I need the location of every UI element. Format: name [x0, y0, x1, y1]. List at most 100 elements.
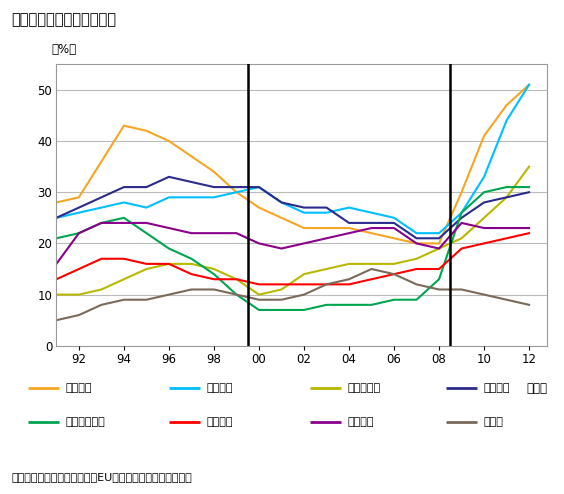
イタリア — [391, 220, 398, 226]
ギリシャ — [143, 205, 150, 210]
スペイン — [391, 235, 398, 241]
フランス — [143, 220, 150, 226]
アイルランド — [121, 215, 127, 221]
イタリア — [323, 205, 330, 210]
スペイン — [233, 189, 240, 195]
アイルランド — [98, 220, 105, 226]
Text: （%）: （%） — [51, 43, 77, 56]
ギリシャ — [346, 205, 352, 210]
Text: ギリシャ: ギリシャ — [207, 383, 233, 393]
ドイツ — [301, 291, 307, 297]
Line: イタリア: イタリア — [56, 177, 529, 238]
ギリシャ — [301, 210, 307, 216]
Line: フランス: フランス — [56, 223, 529, 264]
アイルランド — [53, 235, 60, 241]
ポルトガル — [481, 215, 487, 221]
イタリア — [481, 200, 487, 206]
ドイツ — [346, 276, 352, 282]
アイルランド — [278, 307, 285, 313]
イギリス — [368, 276, 375, 282]
イタリア — [255, 184, 262, 190]
Text: フランス: フランス — [348, 417, 374, 427]
アイルランド — [166, 246, 173, 251]
イギリス — [121, 256, 127, 262]
スペイン — [143, 128, 150, 134]
Text: （年）: （年） — [526, 382, 547, 395]
ギリシャ — [233, 189, 240, 195]
スペイン — [458, 189, 465, 195]
イタリア — [53, 215, 60, 221]
Text: ドイツの若年者の失業率は、EU諸国の中では極めて低い。: ドイツの若年者の失業率は、EU諸国の中では極めて低い。 — [11, 472, 192, 482]
イギリス — [98, 256, 105, 262]
アイルランド — [210, 271, 217, 277]
アイルランド — [481, 189, 487, 195]
イギリス — [526, 230, 532, 236]
ギリシャ — [76, 210, 82, 216]
アイルランド — [188, 256, 195, 262]
ポルトガル — [188, 261, 195, 267]
ドイツ — [526, 302, 532, 308]
イギリス — [233, 276, 240, 282]
フランス — [346, 230, 352, 236]
ギリシャ — [368, 210, 375, 216]
ポルトガル — [255, 291, 262, 297]
ドイツ — [210, 287, 217, 292]
Line: ドイツ: ドイツ — [56, 269, 529, 320]
Text: イタリア: イタリア — [483, 383, 510, 393]
ドイツ — [76, 312, 82, 318]
イギリス — [53, 276, 60, 282]
フランス — [368, 225, 375, 231]
ドイツ — [368, 266, 375, 272]
ドイツ — [481, 291, 487, 297]
ドイツ — [278, 297, 285, 303]
フランス — [413, 241, 420, 247]
ギリシャ — [53, 215, 60, 221]
イギリス — [481, 241, 487, 247]
Text: イギリス: イギリス — [207, 417, 233, 427]
スペイン — [278, 215, 285, 221]
Line: ポルトガル: ポルトガル — [56, 166, 529, 294]
ギリシャ — [98, 205, 105, 210]
イギリス — [301, 282, 307, 288]
フランス — [301, 241, 307, 247]
イギリス — [413, 266, 420, 272]
フランス — [278, 246, 285, 251]
イギリス — [278, 282, 285, 288]
ギリシャ — [121, 200, 127, 206]
Line: アイルランド: アイルランド — [56, 187, 529, 310]
イギリス — [435, 266, 442, 272]
イタリア — [346, 220, 352, 226]
イギリス — [143, 261, 150, 267]
アイルランド — [255, 307, 262, 313]
イタリア — [301, 205, 307, 210]
イギリス — [391, 271, 398, 277]
フランス — [323, 235, 330, 241]
アイルランド — [526, 184, 532, 190]
スペイン — [255, 205, 262, 210]
Text: ポルトガル: ポルトガル — [348, 383, 381, 393]
イタリア — [368, 220, 375, 226]
スペイン — [368, 230, 375, 236]
ドイツ — [323, 282, 330, 288]
ドイツ — [233, 291, 240, 297]
ギリシャ — [278, 200, 285, 206]
ドイツ — [391, 271, 398, 277]
ポルトガル — [458, 235, 465, 241]
フランス — [166, 225, 173, 231]
ドイツ — [98, 302, 105, 308]
ポルトガル — [210, 266, 217, 272]
イタリア — [458, 215, 465, 221]
ドイツ — [121, 297, 127, 303]
ポルトガル — [391, 261, 398, 267]
イタリア — [413, 235, 420, 241]
フランス — [481, 225, 487, 231]
イギリス — [188, 271, 195, 277]
ドイツ — [166, 291, 173, 297]
ギリシャ — [458, 210, 465, 216]
ポルトガル — [503, 194, 510, 200]
フランス — [526, 225, 532, 231]
イタリア — [188, 179, 195, 185]
スペイン — [301, 225, 307, 231]
ドイツ — [255, 297, 262, 303]
フランス — [255, 241, 262, 247]
